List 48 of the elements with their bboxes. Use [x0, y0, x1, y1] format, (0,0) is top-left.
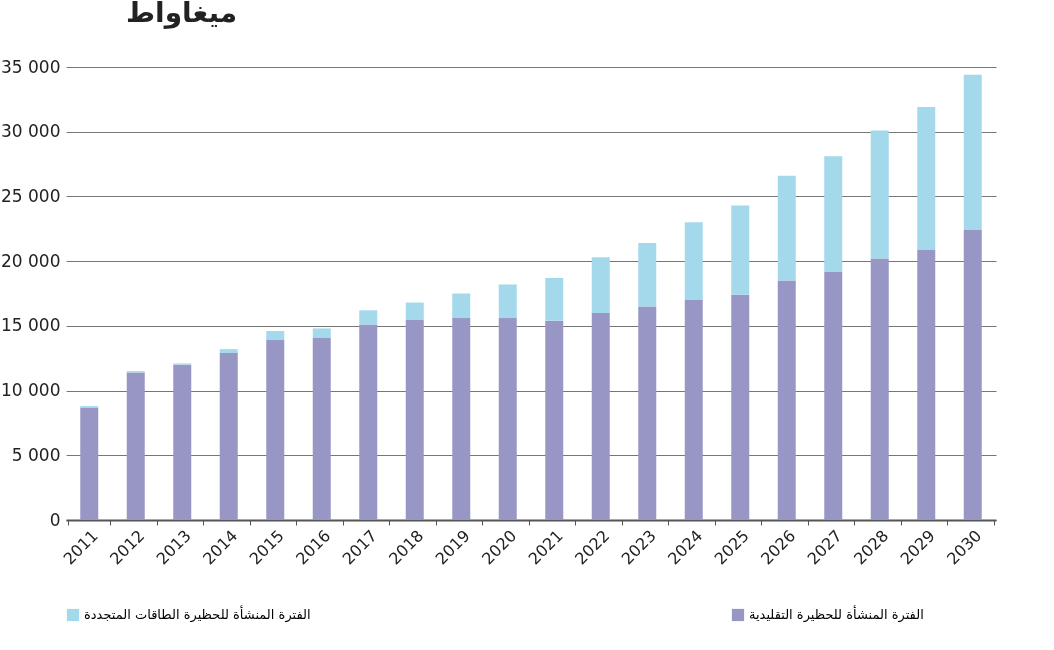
bar [359, 324, 378, 520]
y-axis-title: ميغاواط [126, 0, 238, 29]
bar [963, 74, 982, 231]
bar [824, 156, 843, 272]
bar [219, 349, 238, 354]
bar [824, 271, 843, 520]
bar [963, 230, 982, 520]
bar [266, 340, 285, 520]
y-tick-label: 0 [49, 509, 61, 530]
bar [731, 205, 750, 295]
bar [591, 312, 610, 520]
bar [545, 320, 564, 520]
bar [917, 249, 936, 520]
legend-label: الفترة المنشأة للحظيرة التقليدية [749, 605, 924, 623]
bar [452, 318, 471, 520]
bar [498, 284, 517, 319]
bar [498, 318, 517, 520]
y-tick-label: 20 000 [1, 250, 61, 271]
bar [731, 294, 750, 520]
y-tick-label: 10 000 [1, 380, 61, 401]
bar [405, 302, 424, 320]
bar [545, 277, 564, 321]
bar [359, 310, 378, 325]
bar [684, 222, 703, 300]
legend-label: الفترة المنشأة للحظيرة الطاقات المتجددة [84, 605, 311, 623]
y-tick-label: 15 000 [1, 315, 61, 336]
bar [684, 299, 703, 520]
bar [126, 372, 145, 520]
bar [870, 258, 889, 520]
bar [312, 328, 331, 338]
bar [405, 319, 424, 520]
bar [638, 243, 657, 307]
bar [777, 175, 796, 281]
bar [870, 130, 889, 259]
y-tick-label: 35 000 [1, 56, 61, 77]
y-tick-label: 25 000 [1, 185, 61, 206]
bar [173, 364, 192, 520]
bar [917, 107, 936, 250]
bar [638, 306, 657, 520]
bar [777, 280, 796, 520]
bar [591, 257, 610, 313]
bar [452, 293, 471, 319]
bar [312, 337, 331, 520]
y-tick-label: 30 000 [1, 121, 61, 142]
bar [80, 407, 99, 520]
bar [219, 353, 238, 520]
y-tick-label: 5 000 [11, 444, 61, 465]
bar [266, 331, 285, 341]
